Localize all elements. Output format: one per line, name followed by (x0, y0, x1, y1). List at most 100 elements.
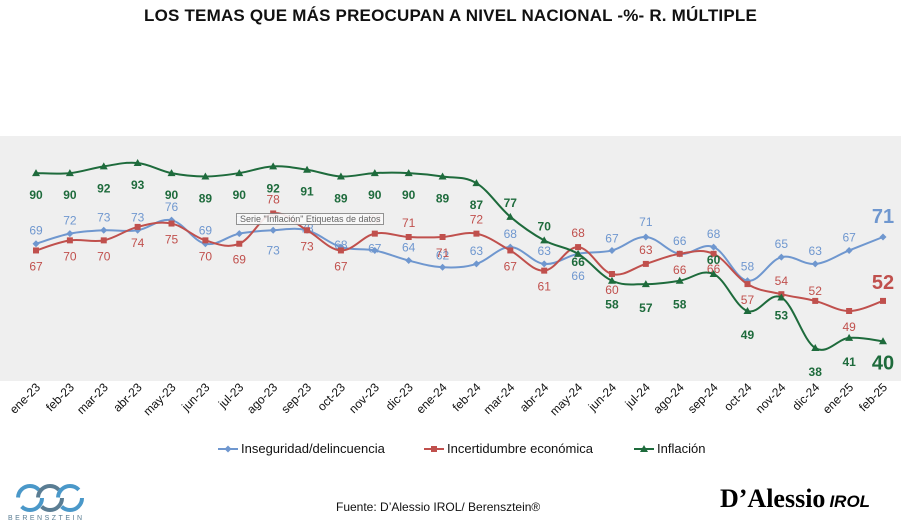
data-point-inflacion (269, 162, 278, 170)
legend-label: Inseguridad/delincuencia (241, 441, 386, 456)
data-label-inseguridad: 65 (775, 237, 789, 251)
berensztein-logo-icon (16, 484, 84, 512)
line-chart: 6972737376697737868676462636863666771666… (0, 136, 901, 456)
data-label-incertidumbre: 54 (775, 274, 789, 288)
data-label-inflacion: 91 (300, 185, 314, 199)
series-inflacion: 90 90 92 93 90 89 90 92 91 89 90 90 89 87 77 70 66 58 57 58… (29, 159, 894, 379)
chart-title: LOS TEMAS QUE MÁS PREOCUPAN A NIVEL NACI… (143, 6, 757, 25)
data-point-inflacion (404, 169, 413, 177)
data-label-inseguridad: 71 (639, 215, 653, 229)
data-label-incertidumbre: 63 (639, 243, 653, 257)
data-point-incertidumbre (371, 230, 378, 237)
data-point-inseguridad (710, 243, 718, 251)
data-point-inseguridad (811, 260, 819, 268)
plot-area (0, 136, 901, 381)
data-label-incertidumbre: 66 (673, 263, 687, 277)
data-label-inflacion: 90 (402, 188, 416, 202)
legend-marker (431, 446, 437, 452)
data-label-incertidumbre: 71 (436, 246, 450, 260)
data-point-inflacion (99, 162, 108, 170)
data-label-incertidumbre: 69 (233, 253, 247, 267)
data-point-inflacion (303, 165, 312, 173)
data-point-inflacion (32, 169, 40, 177)
data-label-inseguridad: 66 (571, 269, 585, 283)
data-point-incertidumbre (812, 297, 819, 304)
data-point-inflacion (438, 172, 447, 180)
data-label-inseguridad: 68 (504, 227, 518, 241)
data-point-inseguridad (845, 246, 853, 254)
data-label-incertidumbre: 72 (470, 213, 484, 227)
data-label-inseguridad: 63 (538, 244, 552, 258)
x-tick-label: nov-24 (753, 380, 789, 416)
data-label-inflacion: 90 (368, 188, 382, 202)
data-label-inseguridad: 67 (368, 241, 382, 255)
legend-label: Inflación (657, 441, 705, 456)
data-label-inseguridad: 63 (470, 244, 484, 258)
x-tick-label: ago-23 (244, 380, 281, 417)
legend-item-incertidumbre: Incertidumbre económica (424, 441, 594, 456)
data-label-inseguridad: 58 (741, 260, 755, 274)
x-tick-label: abr-23 (110, 380, 145, 415)
x-tick-label: ene-23 (7, 380, 44, 417)
x-tick-label: may-24 (547, 380, 585, 418)
data-label-inflacion: 58 (673, 298, 687, 312)
x-tick-label: dic-24 (789, 380, 822, 413)
dalessio-logo: D’Alessio IROL (720, 484, 870, 518)
data-label-incertidumbre: 57 (741, 293, 755, 307)
data-point-incertidumbre (337, 247, 344, 254)
data-label-inflacion: 40 (872, 352, 894, 374)
data-label-inflacion: 90 (29, 188, 43, 202)
data-label-inseguridad: 66 (673, 234, 687, 248)
data-point-incertidumbre (439, 234, 446, 240)
x-tick-label: ene-25 (820, 380, 857, 417)
data-point-incertidumbre (304, 227, 311, 234)
data-point-inflacion (743, 307, 752, 314)
data-point-incertidumbre (880, 297, 886, 304)
x-tick-label: oct-24 (721, 380, 755, 414)
data-point-incertidumbre (100, 237, 107, 244)
legend-marker (640, 445, 648, 452)
data-label-inflacion: 41 (842, 355, 856, 369)
data-point-inflacion (506, 212, 515, 220)
data-point-inseguridad (642, 233, 650, 241)
data-label-inflacion: 49 (741, 328, 755, 342)
data-label-inseguridad: 62 (436, 248, 450, 262)
data-point-inseguridad (100, 226, 108, 234)
legend-marker (224, 445, 232, 453)
data-label-inseguridad: 73 (97, 210, 111, 224)
data-label-incertidumbre: 52 (872, 272, 894, 294)
data-point-incertidumbre (405, 234, 412, 240)
data-label-inseguridad: 68 (707, 227, 721, 241)
data-label-incertidumbre: 67 (334, 259, 348, 273)
x-tick-label: nov-23 (346, 380, 382, 416)
x-tick-label: jul-24 (622, 380, 654, 412)
x-tick-label: dic-23 (383, 380, 416, 413)
data-point-inseguridad (608, 246, 616, 254)
data-label-incertidumbre: 70 (63, 249, 77, 263)
data-point-inflacion (235, 169, 244, 177)
data-point-inseguridad (879, 233, 887, 241)
dalessio-logo-sub: IROL (829, 492, 871, 511)
data-label-inseguridad: 76 (165, 200, 179, 214)
data-label-inflacion: 53 (775, 309, 789, 323)
x-tick-label: oct-23 (315, 380, 349, 414)
data-label-inseguridad: 63 (809, 244, 823, 258)
x-tick-label: mar-23 (74, 380, 111, 417)
data-point-inseguridad (371, 246, 379, 254)
data-label-inflacion: 57 (639, 301, 653, 315)
data-point-incertidumbre (134, 223, 141, 230)
data-point-inflacion (709, 270, 718, 277)
data-point-inseguridad (269, 226, 277, 234)
data-label-incertidumbre: 68 (571, 226, 585, 240)
data-point-inflacion (607, 276, 616, 284)
data-label-inseguridad: 69 (199, 224, 213, 238)
data-label-incertidumbre: 67 (29, 259, 43, 273)
data-label-incertidumbre: 52 (809, 284, 823, 298)
data-label-inseguridad: 67 (842, 230, 856, 244)
data-point-inflacion (879, 337, 887, 345)
x-tick-label: jul-23 (215, 380, 247, 412)
data-label-inflacion: 89 (334, 191, 348, 205)
data-label-incertidumbre: 78 (266, 192, 280, 206)
data-label-inflacion: 87 (470, 198, 484, 212)
data-label-inseguridad: 73 (266, 243, 280, 257)
